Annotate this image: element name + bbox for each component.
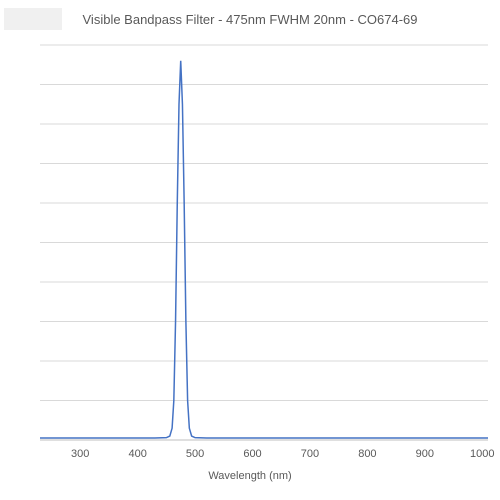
x-tick-label: 300 bbox=[71, 448, 89, 460]
x-tick-label: 900 bbox=[416, 448, 434, 460]
x-tick-label: 1000 bbox=[470, 448, 494, 460]
chart-container: Visible Bandpass Filter - 475nm FWHM 20n… bbox=[0, 0, 500, 500]
plot-area bbox=[40, 45, 488, 440]
x-tick-label: 500 bbox=[186, 448, 204, 460]
spectrum-line bbox=[40, 45, 488, 440]
spectrum-series bbox=[40, 61, 488, 438]
x-tick-label: 400 bbox=[128, 448, 146, 460]
x-axis-label: Wavelength (nm) bbox=[0, 470, 500, 482]
x-tick-label: 800 bbox=[358, 448, 376, 460]
x-tick-label: 700 bbox=[301, 448, 319, 460]
chart-title: Visible Bandpass Filter - 475nm FWHM 20n… bbox=[0, 12, 500, 27]
x-tick-label: 600 bbox=[243, 448, 261, 460]
